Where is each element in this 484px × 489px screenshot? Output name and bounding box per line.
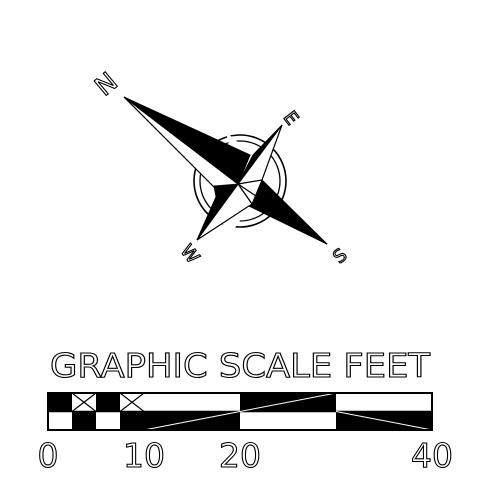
scale-tick-label-20: 20 [219, 436, 261, 475]
graphic-scale: GRAPHIC SCALE FEET [38, 346, 454, 475]
compass-rose-icon: N E S W [90, 67, 352, 268]
scale-tick-label-10: 10 [123, 436, 165, 475]
scale-segment-0a-top [48, 393, 72, 412]
compass-label-west: W [176, 241, 204, 268]
scale-segment-0c-top [96, 393, 120, 412]
scale-segment-0b-bottom [72, 412, 96, 431]
scale-segment-0d-bottom [120, 412, 144, 431]
compass-label-east: E [279, 107, 303, 129]
compass-label-north: N [90, 67, 124, 102]
scale-tick-label-40: 40 [411, 436, 453, 475]
scale-bar [48, 393, 432, 430]
scale-tick-label-0: 0 [38, 436, 59, 475]
scale-title: GRAPHIC SCALE FEET [50, 346, 431, 385]
compass-label-south: S [329, 245, 351, 268]
